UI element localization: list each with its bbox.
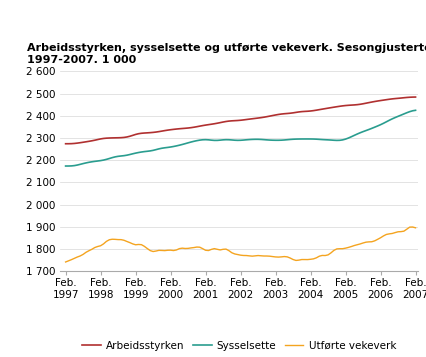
Arbeidsstyrken [281, 112, 286, 116]
Text: Arbeidsstyrken, sysselsette og utførte vekeverk. Sesongjusterte tal.
1997-2007. : Arbeidsstyrken, sysselsette og utførte v… [27, 44, 426, 65]
Utførte vekeverk [389, 231, 394, 236]
Arbeidsstyrken [144, 131, 150, 135]
Line: Sysselsette: Sysselsette [66, 110, 414, 166]
Sysselsette [281, 138, 286, 142]
Utførte vekeverk [409, 225, 414, 229]
Sysselsette [389, 117, 394, 121]
Utførte vekeverk [98, 243, 103, 248]
Arbeidsstyrken [63, 142, 68, 146]
Arbeidsstyrken [389, 97, 394, 101]
Arbeidsstyrken [211, 122, 216, 126]
Sysselsette [98, 159, 103, 163]
Utførte vekeverk [211, 246, 216, 251]
Sysselsette [299, 137, 304, 141]
Utførte vekeverk [281, 255, 286, 259]
Legend: Arbeidsstyrken, Sysselsette, Utførte vekeverk: Arbeidsstyrken, Sysselsette, Utførte vek… [78, 337, 400, 355]
Arbeidsstyrken [412, 95, 417, 99]
Sysselsette [144, 149, 150, 154]
Utførte vekeverk [63, 260, 68, 264]
Arbeidsstyrken [98, 137, 103, 141]
Line: Arbeidsstyrken: Arbeidsstyrken [66, 97, 414, 144]
Sysselsette [63, 164, 68, 168]
Utførte vekeverk [412, 226, 417, 230]
Utførte vekeverk [144, 246, 150, 251]
Sysselsette [412, 108, 417, 112]
Utførte vekeverk [299, 257, 304, 262]
Line: Utførte vekeverk: Utførte vekeverk [66, 227, 414, 262]
Arbeidsstyrken [299, 110, 304, 114]
Sysselsette [211, 138, 216, 142]
